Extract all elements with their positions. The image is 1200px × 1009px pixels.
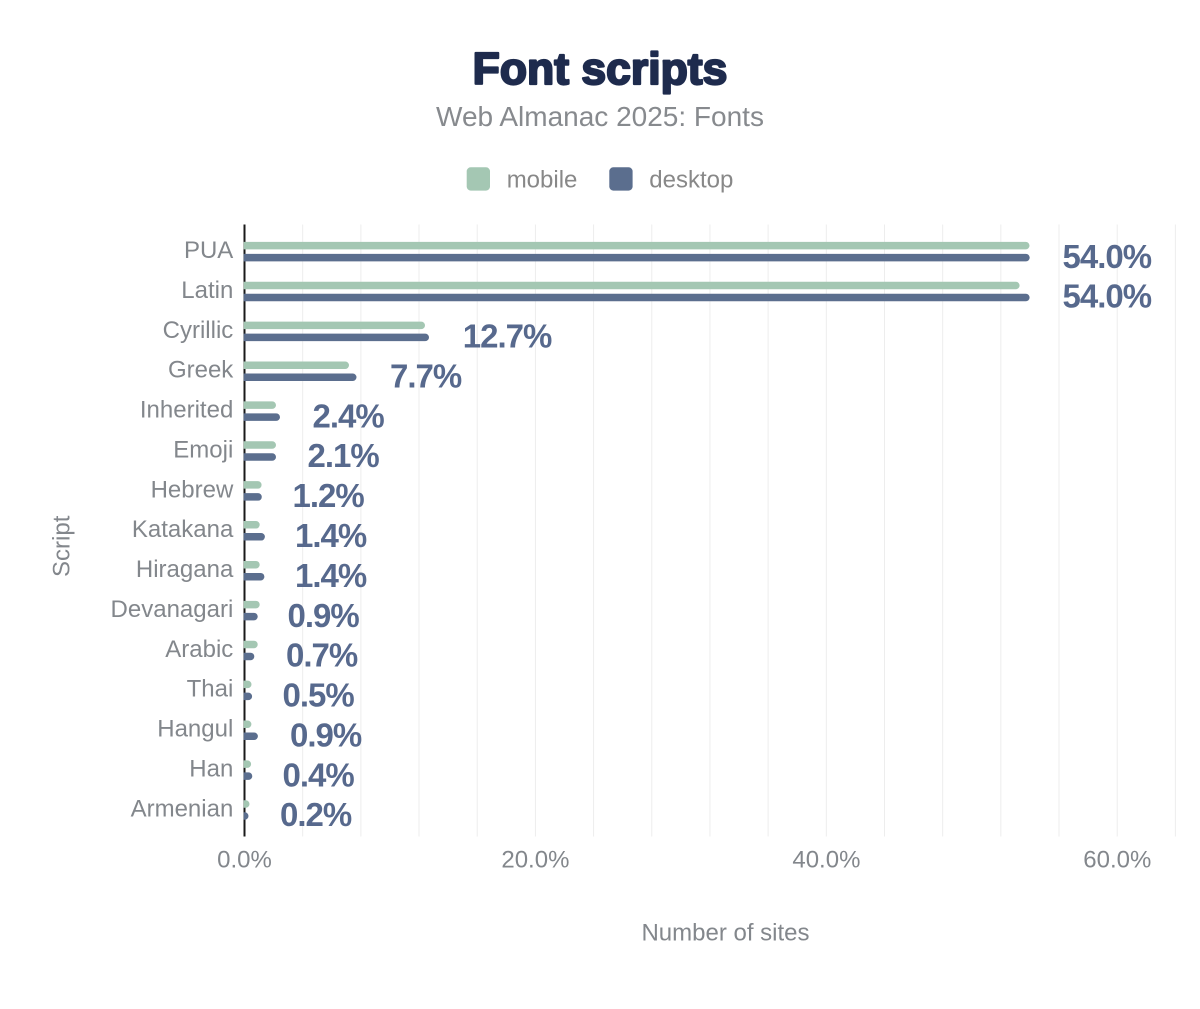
svg-text:Thai: Thai — [187, 676, 234, 703]
svg-text:Web Almanac 2025: Fonts: Web Almanac 2025: Fonts — [436, 101, 764, 132]
svg-text:Arabic: Arabic — [165, 636, 233, 663]
svg-text:0.9%: 0.9% — [290, 716, 362, 753]
svg-text:Emoji: Emoji — [173, 436, 233, 463]
svg-text:0.9%: 0.9% — [288, 597, 360, 634]
svg-text:desktop: desktop — [649, 167, 733, 194]
svg-text:Font scripts: Font scripts — [473, 45, 728, 94]
svg-text:2.4%: 2.4% — [313, 397, 385, 434]
svg-text:Hebrew: Hebrew — [151, 476, 234, 503]
svg-text:0.7%: 0.7% — [286, 637, 358, 674]
svg-text:54.0%: 54.0% — [1063, 238, 1152, 275]
svg-text:0.4%: 0.4% — [283, 756, 355, 793]
svg-text:Number of sites: Number of sites — [641, 919, 809, 946]
svg-text:Latin: Latin — [181, 277, 233, 304]
svg-text:7.7%: 7.7% — [390, 358, 462, 395]
svg-text:1.4%: 1.4% — [295, 557, 367, 594]
svg-text:12.7%: 12.7% — [463, 318, 552, 355]
svg-text:54.0%: 54.0% — [1063, 278, 1152, 315]
svg-text:1.4%: 1.4% — [295, 517, 367, 554]
svg-text:Hangul: Hangul — [157, 716, 233, 743]
svg-text:Han: Han — [189, 756, 233, 783]
svg-text:Armenian: Armenian — [131, 795, 234, 822]
svg-text:Greek: Greek — [168, 357, 234, 384]
svg-text:60.0%: 60.0% — [1083, 847, 1151, 874]
svg-text:40.0%: 40.0% — [792, 847, 860, 874]
svg-text:Script: Script — [49, 515, 76, 577]
svg-text:Katakana: Katakana — [132, 516, 234, 543]
svg-text:PUA: PUA — [184, 237, 233, 264]
svg-text:Hiragana: Hiragana — [136, 556, 234, 583]
svg-text:Inherited: Inherited — [140, 397, 233, 424]
svg-text:2.1%: 2.1% — [308, 437, 380, 474]
svg-text:20.0%: 20.0% — [501, 847, 569, 874]
svg-text:mobile: mobile — [507, 167, 578, 194]
svg-text:Cyrillic: Cyrillic — [163, 317, 234, 344]
svg-text:1.2%: 1.2% — [293, 477, 365, 514]
svg-text:0.5%: 0.5% — [283, 677, 355, 714]
svg-text:0.0%: 0.0% — [217, 847, 272, 874]
svg-text:Devanagari: Devanagari — [111, 596, 234, 623]
svg-text:0.2%: 0.2% — [280, 796, 352, 833]
